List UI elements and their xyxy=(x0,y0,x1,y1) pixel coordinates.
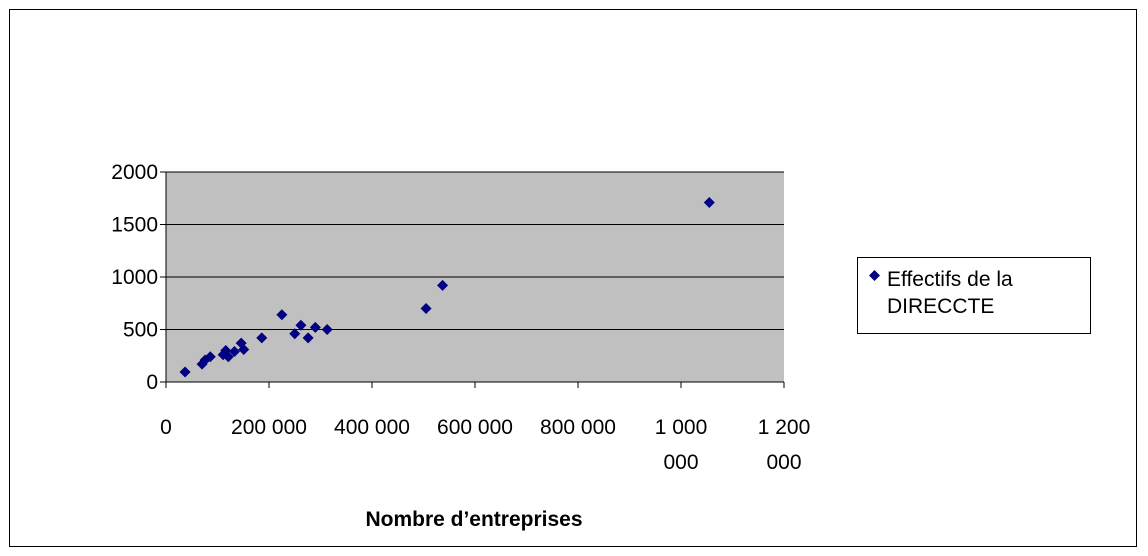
data-point-18 xyxy=(437,279,449,291)
data-point-12 xyxy=(289,328,301,340)
legend-marker-diamond xyxy=(869,270,880,281)
data-point-19 xyxy=(703,196,715,208)
gridlines xyxy=(166,171,784,330)
x-axis-title: Nombre d’entreprises xyxy=(365,508,582,531)
data-point-9 xyxy=(238,343,250,355)
x-tick-label-400000: 400 000 xyxy=(334,416,410,439)
y-tick-label-1500: 1500 xyxy=(111,214,158,237)
x-tick-label-800000: 800 000 xyxy=(540,416,616,439)
data-point-10 xyxy=(256,332,268,344)
data-point-11 xyxy=(276,309,288,321)
data-point-0 xyxy=(179,366,191,378)
data-point-7 xyxy=(228,346,240,358)
x-tick-label-1000000: 1 000 000 xyxy=(655,416,708,474)
data-point-16 xyxy=(321,324,333,335)
y-tick-label-0: 0 xyxy=(146,371,158,394)
data-point-14 xyxy=(302,332,314,344)
x-tick-label-200000: 200 000 xyxy=(231,416,307,439)
axes xyxy=(160,171,785,388)
data-point-6 xyxy=(222,351,234,363)
x-tick-labels: 0 200 000 400 000 600 000 800 000 1 000 000 1 2… xyxy=(160,416,810,474)
y-tick-label-1000: 1000 xyxy=(111,266,158,289)
x-tick-label-600000: 600 000 xyxy=(437,416,513,439)
data-point-13 xyxy=(295,319,307,331)
y-tick-label-2000: 2000 xyxy=(111,161,158,184)
x-tick-label-0: 0 xyxy=(160,416,172,439)
y-tick-label-500: 500 xyxy=(123,319,158,342)
legend-label: Effectifs de la DIRECCTE xyxy=(887,268,1013,318)
legend: Effectifs de la DIRECCTE xyxy=(857,257,1091,334)
data-point-17 xyxy=(420,303,432,314)
data-point-3 xyxy=(204,351,216,363)
data-points xyxy=(179,196,715,378)
x-tick-label-1200000: 1 200 000 xyxy=(758,416,811,474)
y-tick-labels: 0 500 1000 1500 2000 xyxy=(111,161,158,394)
data-point-15 xyxy=(309,321,321,333)
